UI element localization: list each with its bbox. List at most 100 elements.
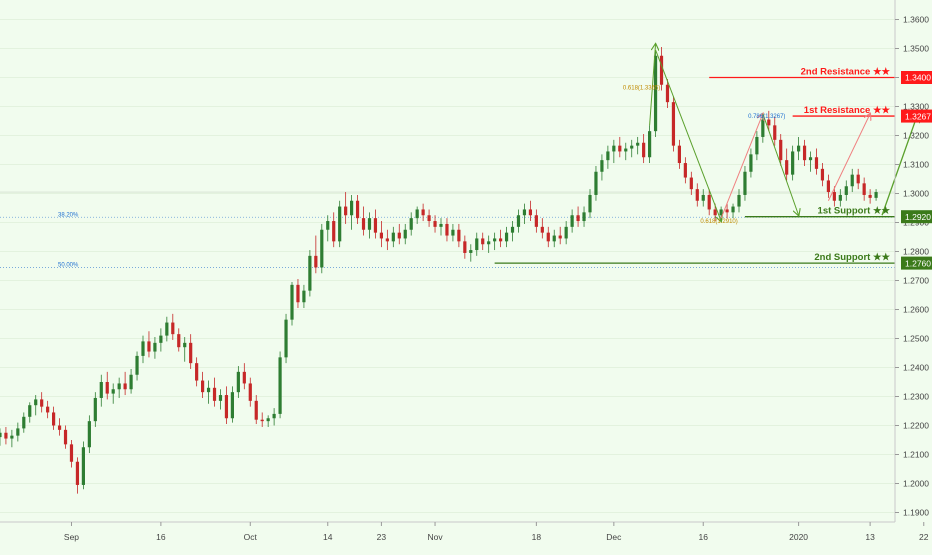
candle-body (749, 154, 753, 172)
projection-arrow (649, 44, 656, 126)
candle-body (838, 194, 842, 201)
time-tick-label: Nov (427, 532, 443, 542)
candle-body (93, 397, 97, 422)
level-price: 1.2920 (905, 212, 931, 222)
level-price-tag (901, 256, 932, 270)
candle-body (159, 335, 163, 343)
candle-body (761, 119, 765, 137)
candle-body (540, 226, 544, 233)
price-tick-label: 1.2300 (903, 392, 929, 402)
price-tick-label: 1.2700 (903, 276, 929, 286)
time-tick-label: 14 (323, 532, 333, 542)
candle-body (850, 174, 854, 187)
level-label: 1st Resistance ★★ (804, 105, 891, 116)
candle-body (350, 200, 354, 216)
candle-body (648, 131, 652, 158)
candle-body (320, 229, 324, 268)
candle-body (677, 145, 681, 164)
candle-body (206, 387, 211, 393)
candle-body (397, 232, 401, 239)
candle-body (791, 151, 795, 175)
candle-body (16, 428, 20, 436)
candle-body (844, 186, 848, 195)
time-tick-label: 22 (919, 532, 929, 542)
candle-body (618, 145, 622, 152)
candle-body (463, 241, 467, 253)
level-price-tag (901, 71, 932, 84)
time-tick-label: Oct (244, 532, 258, 542)
candle-body (195, 363, 199, 381)
candle-body (499, 238, 503, 242)
price-tick-label: 1.2600 (903, 305, 929, 315)
level-price-tag (901, 109, 932, 123)
candle-body (797, 145, 801, 152)
candle-body (290, 284, 294, 320)
level-price: 1.3400 (905, 73, 931, 83)
time-axis[interactable]: 19Sep16Oct1423Nov18Dec1620201322Feb17 (0, 521, 932, 542)
time-tick-label: 16 (699, 532, 709, 542)
price-tick-label: 1.2400 (903, 363, 929, 373)
candle-body (141, 341, 145, 356)
candle-body (230, 392, 234, 419)
candle-body (564, 226, 568, 239)
candle-body (630, 145, 634, 149)
price-tick-label: 1.3200 (903, 131, 929, 141)
candle-body (469, 250, 473, 253)
price-tick-label: 1.3500 (903, 44, 929, 54)
price-tick-label: 1.3300 (903, 102, 929, 112)
candle-body (612, 145, 616, 152)
candle-body (373, 218, 378, 233)
fib-annotation: 0.618(1.2910) (700, 219, 737, 225)
candle-body (332, 221, 336, 242)
projection-arrow (827, 114, 870, 201)
fib-line-label: 38.20% (58, 212, 79, 218)
candlesticks (0, 47, 878, 494)
candle-body (552, 235, 556, 242)
candle-body (874, 192, 878, 198)
candle-body (642, 142, 646, 158)
candle-body (4, 432, 8, 439)
support-resistance-levels[interactable] (494, 76, 895, 264)
candle-body (52, 412, 56, 426)
candle-body (534, 215, 538, 227)
candle-body (28, 405, 32, 417)
candle-body (63, 429, 68, 445)
candle-body (302, 290, 306, 303)
candle-body (224, 395, 229, 419)
candle-body (355, 200, 360, 219)
candle-body (785, 160, 789, 175)
price-tick-label: 1.2100 (903, 450, 929, 460)
time-tick-label: Dec (606, 532, 622, 542)
candle-body (22, 416, 26, 429)
candle-body (659, 55, 664, 85)
candle-body (743, 171, 747, 195)
candle-body (421, 209, 425, 216)
candle-body (600, 160, 604, 172)
candle-body (683, 163, 687, 178)
candle-body (427, 215, 431, 222)
candle-body (272, 413, 276, 419)
candle-body (81, 447, 85, 485)
candle-body (868, 194, 872, 198)
candle-body (183, 342, 187, 348)
price-tick-label: 1.3100 (903, 160, 929, 170)
candle-body (671, 102, 676, 146)
candle-body (415, 209, 419, 219)
candle-body (266, 418, 270, 422)
candle-body (773, 125, 777, 140)
level-price: 1.3267 (905, 111, 931, 121)
candle-body (755, 136, 759, 155)
candle-body (367, 218, 372, 230)
candle-body (665, 84, 670, 103)
time-tick-label: Sep (64, 532, 79, 542)
candle-body (862, 183, 866, 195)
candle-body (361, 218, 366, 230)
candle-body (713, 209, 717, 216)
candle-body (439, 223, 443, 227)
candle-body (177, 334, 181, 348)
price-tick-label: 1.1900 (903, 508, 929, 518)
candle-body (344, 206, 348, 216)
